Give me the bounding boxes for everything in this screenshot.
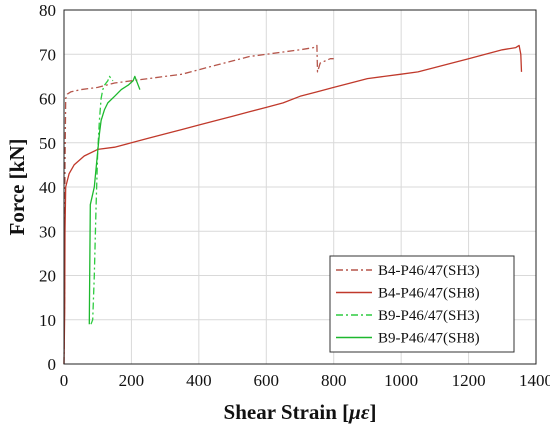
y-tick-label: 60 xyxy=(39,90,56,109)
series-line-2 xyxy=(63,44,523,365)
x-tick-label: 1200 xyxy=(452,371,486,390)
x-axis-label-close: ] xyxy=(369,400,376,424)
series-line-3 xyxy=(90,75,114,325)
legend-label: B9-P46/47(SH8) xyxy=(378,331,480,347)
y-tick-label: 30 xyxy=(39,222,56,241)
y-tick-label: 40 xyxy=(39,178,56,197)
x-tick-label: 200 xyxy=(119,371,145,390)
legend-label: B4-P46/47(SH3) xyxy=(378,263,480,279)
legend: B4-P46/47(SH3) B4-P46/47(SH8) B9-P46/47(SH… xyxy=(329,255,515,353)
legend-label: B9-P46/47(SH3) xyxy=(378,308,480,324)
x-tick-label: 800 xyxy=(321,371,347,390)
y-tick-label: 0 xyxy=(48,355,57,374)
y-tick-label: 70 xyxy=(39,45,56,64)
y-tick-label: 80 xyxy=(39,1,56,20)
x-tick-label: 1400 xyxy=(519,371,550,390)
legend-box xyxy=(329,255,515,353)
y-axis-label: Force [kN] xyxy=(5,139,29,236)
series-layer xyxy=(63,44,523,365)
x-axis-label-text: Shear Strain [ xyxy=(224,400,350,424)
y-tick-label: 10 xyxy=(39,311,56,330)
x-tick-label: 0 xyxy=(60,371,69,390)
plot-frame xyxy=(63,9,537,365)
legend-label: B4-P46/47(SH8) xyxy=(378,286,480,302)
x-axis-label-unit: με xyxy=(348,400,370,424)
x-tick-label: 600 xyxy=(254,371,280,390)
y-tick-label: 20 xyxy=(39,267,56,286)
tick-labels: 0 200 400 600 800 1000 1200 1400 0 10 20 30 40 50 60 70… xyxy=(39,1,550,390)
x-tick-label: 1000 xyxy=(384,371,418,390)
series-line-4 xyxy=(88,75,141,325)
y-tick-label: 50 xyxy=(39,134,56,153)
x-axis-label: Shear Strain [με] xyxy=(224,400,377,424)
x-tick-label: 400 xyxy=(186,371,212,390)
series-line-1 xyxy=(63,44,334,365)
